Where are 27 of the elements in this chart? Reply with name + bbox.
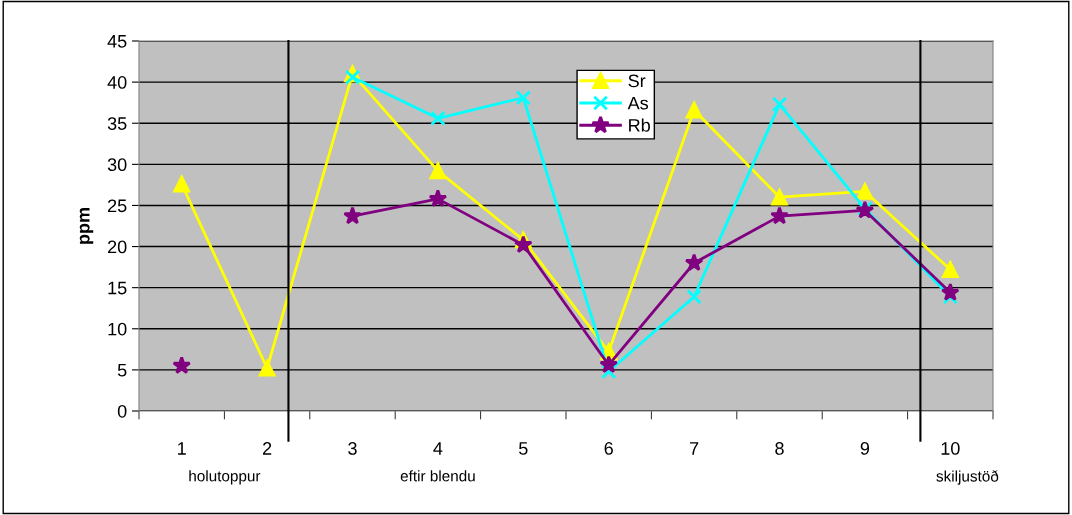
x-tick-label: 9 (860, 442, 870, 455)
x-tick-label: 3 (348, 442, 357, 455)
y-tick-label: 20 (108, 240, 127, 254)
x-tick-label: 2 (262, 442, 272, 455)
x-tick-label: 5 (519, 442, 528, 455)
y-tick-label: 35 (107, 117, 127, 130)
x-tick-label: 6 (604, 442, 613, 455)
x-tick-label: 1 (178, 442, 186, 455)
x-tick-label: 7 (690, 442, 699, 455)
y-tick-label: 30 (107, 158, 127, 172)
y-tick-label: 0 (117, 404, 127, 418)
x-tick-label: 4 (433, 442, 443, 455)
y-tick-label: 25 (108, 199, 127, 213)
text: holutoppur (189, 470, 261, 485)
y-tick-label: 15 (108, 281, 127, 295)
y-tick-label: 45 (107, 35, 127, 48)
y-axis-title: ppm (79, 208, 94, 244)
text: eftir blendu (400, 470, 475, 482)
legend-label: As (627, 96, 649, 110)
x-tick-label: 8 (775, 442, 784, 455)
legend-label: Rb (629, 118, 650, 132)
text: skiljustöð (936, 470, 999, 485)
x-tick-label: 10 (941, 442, 960, 455)
y-tick-label: 40 (107, 76, 127, 89)
y-tick-label: 10 (108, 322, 127, 336)
y-tick-label: 5 (117, 364, 127, 377)
legend-label: Sr (628, 74, 646, 88)
